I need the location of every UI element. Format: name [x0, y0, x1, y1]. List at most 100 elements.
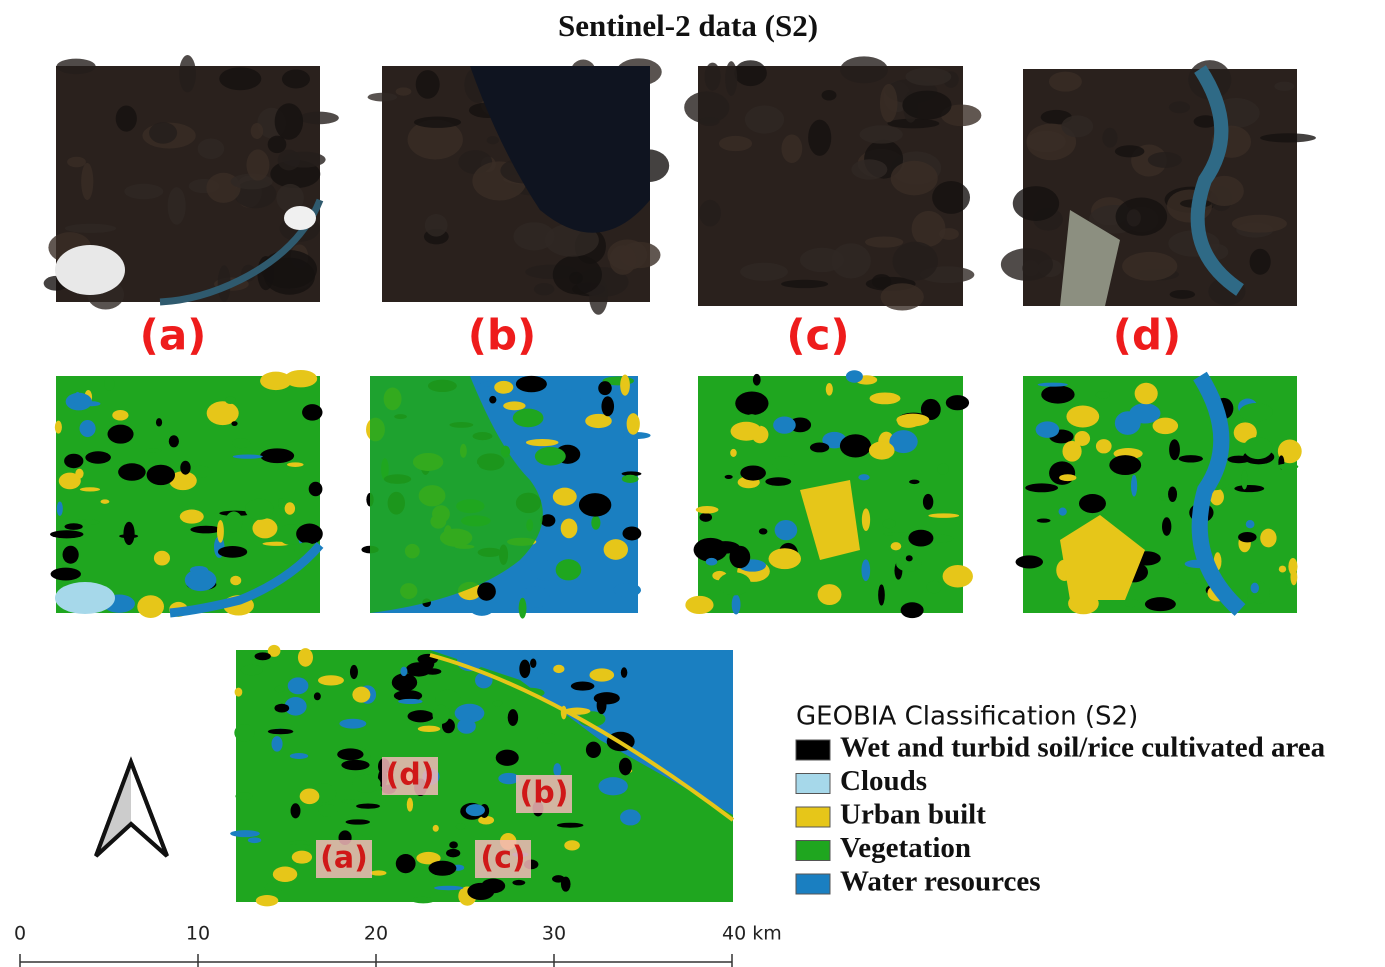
overview-patch — [571, 682, 595, 691]
class-patch — [725, 475, 733, 479]
image-texture — [67, 157, 86, 167]
class-patch — [1241, 470, 1247, 489]
class-patch — [928, 513, 959, 518]
class-patch — [946, 395, 969, 410]
scale-label: 10 — [186, 923, 210, 945]
image-texture — [881, 283, 924, 310]
class-patch — [601, 396, 614, 416]
scale-label: 0 — [14, 923, 26, 945]
class-patch — [730, 449, 736, 457]
class-patch — [185, 569, 217, 591]
class-patch — [1169, 439, 1180, 460]
class-patch — [561, 518, 578, 538]
class-patch — [818, 584, 842, 605]
overview-patch — [467, 883, 494, 900]
class-patch — [180, 510, 204, 524]
class-patch — [1244, 437, 1273, 459]
class-patch — [1234, 485, 1264, 492]
class-patch — [302, 404, 322, 421]
overview-patch — [396, 854, 416, 873]
image-texture — [705, 63, 721, 91]
class-patch — [861, 559, 870, 581]
class-patch — [908, 530, 933, 547]
overview-patch — [557, 823, 584, 828]
image-texture — [781, 280, 828, 288]
image-texture — [251, 123, 263, 139]
overview-patch — [400, 667, 407, 676]
class-patch — [882, 519, 895, 528]
image-texture — [1122, 252, 1177, 281]
class-patch — [772, 456, 794, 470]
overview-patch — [586, 742, 601, 758]
class-patch — [74, 392, 81, 408]
class-patch — [1251, 583, 1259, 594]
class-patch — [232, 438, 250, 448]
class-patch — [287, 462, 303, 467]
overview-patch — [268, 729, 294, 735]
class-patch — [896, 414, 929, 427]
class-patch — [696, 506, 719, 514]
class-patch — [1038, 383, 1068, 387]
class-patch — [765, 477, 791, 486]
scale-label: 40 km — [722, 923, 782, 945]
image-texture — [1027, 131, 1066, 153]
image-texture — [781, 134, 802, 162]
overview-patch — [314, 692, 321, 700]
overview-patch — [429, 861, 457, 876]
overview-patch — [350, 665, 358, 679]
overview-patch — [432, 705, 449, 724]
overview-patch — [434, 886, 463, 890]
overview-patch — [341, 760, 369, 770]
class-patch — [1062, 441, 1081, 462]
class-patch — [217, 520, 224, 543]
image-texture — [740, 263, 788, 281]
image-texture — [822, 90, 837, 101]
class-patch — [591, 516, 600, 530]
legend-label: Wet and turbid soil/rice cultivated area — [840, 732, 1326, 764]
class-patch — [309, 482, 323, 496]
image-texture — [246, 149, 269, 180]
class-patch — [154, 551, 170, 566]
class-patch — [901, 602, 924, 618]
image-texture — [891, 161, 938, 196]
image-texture — [865, 236, 903, 247]
image-texture — [1232, 215, 1287, 233]
image-texture — [932, 181, 970, 214]
class-patch — [65, 523, 83, 530]
image-texture — [116, 106, 137, 132]
class-patch — [775, 520, 798, 540]
image-texture — [1274, 82, 1294, 91]
overview-patch — [318, 675, 344, 685]
class-patch — [101, 499, 110, 503]
image-texture — [906, 68, 952, 86]
class-patch — [1049, 461, 1075, 485]
scale-label: 20 — [364, 923, 388, 945]
class-patch — [773, 416, 796, 433]
image-texture — [282, 69, 310, 88]
class-patch — [729, 546, 750, 569]
overview-patch — [287, 841, 312, 845]
class-patch — [613, 583, 641, 597]
overview-patch — [291, 803, 301, 818]
figure-title: Sentinel-2 data (S2) — [558, 8, 818, 43]
overview-patch — [466, 804, 485, 816]
image-texture — [1049, 72, 1082, 92]
class-patch — [706, 558, 718, 566]
class-patch — [759, 528, 768, 534]
class-patch — [937, 464, 949, 475]
class-patch — [869, 441, 895, 459]
class-patch — [862, 508, 870, 531]
overview-patch — [300, 788, 320, 804]
class-patch — [1016, 555, 1044, 568]
class-patch — [1037, 519, 1051, 523]
class-patch — [1153, 418, 1179, 434]
overview-patch — [370, 870, 386, 875]
legend-swatch — [796, 841, 830, 861]
legend-swatch — [796, 874, 830, 894]
class-patch — [943, 565, 973, 587]
image-texture — [416, 70, 440, 99]
image-texture — [278, 150, 300, 171]
class-patch — [123, 522, 134, 545]
overview-patch — [508, 709, 518, 726]
image-texture — [168, 187, 186, 224]
